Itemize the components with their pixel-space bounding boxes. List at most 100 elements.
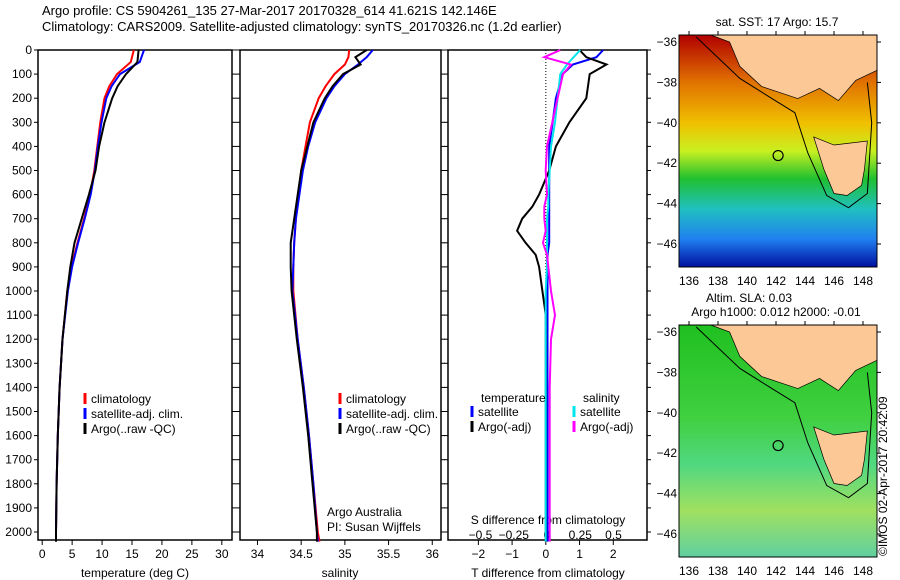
depth-tick-label: 500 xyxy=(12,164,32,178)
temperature-axis-label: temperature (deg C) xyxy=(81,566,189,580)
lat-tick-label: −42 xyxy=(657,156,678,170)
argo-australia-label: Argo Australia xyxy=(327,505,402,519)
lon-tick-label: 144 xyxy=(795,564,815,578)
difference-line-s-argo-adj- xyxy=(541,49,573,542)
depth-tick-label: 1000 xyxy=(5,284,32,298)
depth-tick-label: 1800 xyxy=(5,477,32,491)
lat-tick-label: −42 xyxy=(657,446,678,460)
lon-tick-label: 138 xyxy=(708,274,728,288)
argo-position-marker xyxy=(772,439,784,452)
depth-tick-label: 1900 xyxy=(5,501,32,515)
lat-tick-label: −40 xyxy=(657,116,678,130)
salinity-plot-frame xyxy=(239,49,442,541)
temperature-axis-tick-label: 5 xyxy=(69,547,76,561)
salinity-axis-tick-label: 35.5 xyxy=(377,547,401,561)
lon-tick-label: 142 xyxy=(766,274,786,288)
depth-tick-label: 600 xyxy=(12,188,32,202)
salinity-axis-tick-label: 34 xyxy=(251,547,265,561)
sst-map-title: sat. SST: 17 Argo: 15.7 xyxy=(716,15,839,29)
title-line-1: Argo profile: CS 5904261_135 27-Mar-2017… xyxy=(42,3,497,18)
lon-tick-label: 148 xyxy=(853,274,873,288)
temperature-axis-tick-label: 15 xyxy=(125,547,139,561)
lat-tick-label: −36 xyxy=(657,35,678,49)
temperature-axis-tick-label: 25 xyxy=(185,547,199,561)
temperature-plot-frame xyxy=(37,49,233,541)
salinity-axis-label: salinity xyxy=(322,566,359,580)
lon-tick-label: 142 xyxy=(766,564,786,578)
difference-s-legend-label: Argo(-adj) xyxy=(580,420,633,434)
difference-line-t-satellite xyxy=(546,49,604,542)
salinity-legend-label: satellite-adj. clim. xyxy=(346,407,438,421)
temperature-line-argo xyxy=(55,49,140,542)
depth-tick-label: 1300 xyxy=(5,356,32,370)
depth-tick-label: 100 xyxy=(12,67,32,81)
t-difference-axis-tick-label: 0 xyxy=(542,547,549,561)
lat-tick-label: −38 xyxy=(657,365,678,379)
temperature-axis-tick-label: 30 xyxy=(215,547,229,561)
s-difference-tick-label: 0.5 xyxy=(605,528,622,542)
bathymetry-contour xyxy=(695,36,873,209)
t-difference-axis-tick-label: −2 xyxy=(472,547,486,561)
s-difference-tick-label: −0.25 xyxy=(499,528,530,542)
salinity-axis-tick-label: 36 xyxy=(426,547,440,561)
lat-tick-label: −46 xyxy=(657,237,678,251)
difference-s-legend-label: satellite xyxy=(580,405,621,419)
title-line-2: Climatology: CARS2009. Satellite-adjuste… xyxy=(42,19,562,34)
depth-tick-label: 1500 xyxy=(5,405,32,419)
t-difference-axis-label: T difference from climatology xyxy=(471,566,625,580)
depth-tick-label: 700 xyxy=(12,212,32,226)
sla-map-frame xyxy=(678,324,878,558)
salinity-legend-label: Argo(..raw -QC) xyxy=(346,422,431,436)
salinity-legend-label: climatology xyxy=(346,392,406,406)
lat-tick-label: −44 xyxy=(657,487,678,501)
lon-tick-label: 148 xyxy=(853,564,873,578)
salinity-axis-tick-label: 34.5 xyxy=(289,547,313,561)
depth-tick-label: 1200 xyxy=(5,332,32,346)
legend-title-salinity: salinity xyxy=(583,391,620,405)
salinity-line-satellite-adj xyxy=(291,49,374,542)
temperature-legend-label: Argo(..raw -QC) xyxy=(91,422,176,436)
lon-tick-label: 138 xyxy=(708,564,728,578)
depth-tick-label: 800 xyxy=(12,236,32,250)
lon-tick-label: 140 xyxy=(737,564,757,578)
s-difference-tick-label: 0.25 xyxy=(569,528,593,542)
t-difference-axis-tick-label: −1 xyxy=(505,547,519,561)
salinity-line-argo xyxy=(289,49,368,542)
lon-tick-label: 136 xyxy=(679,274,699,288)
tasmania xyxy=(813,426,868,486)
lon-tick-label: 144 xyxy=(795,274,815,288)
temperature-axis-tick-label: 0 xyxy=(39,547,46,561)
depth-tick-label: 1600 xyxy=(5,429,32,443)
temperature-legend-label: satellite-adj. clim. xyxy=(91,407,183,421)
salinity-line-climatology xyxy=(292,49,351,542)
t-difference-axis-tick-label: 2 xyxy=(610,547,617,561)
argo-position-marker xyxy=(772,149,784,162)
lat-tick-label: −38 xyxy=(657,75,678,89)
depth-tick-label: 1400 xyxy=(5,380,32,394)
depth-tick-label: 200 xyxy=(12,91,32,105)
lat-tick-label: −44 xyxy=(657,197,678,211)
tasmania xyxy=(813,136,868,196)
depth-tick-label: 1100 xyxy=(6,308,32,322)
temperature-axis-tick-label: 10 xyxy=(95,547,109,561)
lon-tick-label: 146 xyxy=(824,274,844,288)
sla-map-title: Altim. SLA: 0.03 xyxy=(706,291,792,305)
lon-tick-label: 136 xyxy=(679,564,699,578)
salinity-axis-tick-label: 35 xyxy=(338,547,352,561)
depth-tick-label: 900 xyxy=(12,260,32,274)
depth-tick-label: 300 xyxy=(12,115,32,129)
lon-tick-label: 140 xyxy=(737,274,757,288)
difference-line-t-argo-adj- xyxy=(515,49,609,542)
legend-title-temperature: temperature xyxy=(481,391,546,405)
depth-tick-label: 1700 xyxy=(5,453,32,467)
sst-map-frame xyxy=(678,34,878,268)
lat-tick-label: −46 xyxy=(657,527,678,541)
sla-map-subtitle: Argo h1000: 0.012 h2000: -0.01 xyxy=(691,305,861,319)
lat-tick-label: −40 xyxy=(657,406,678,420)
lon-tick-label: 146 xyxy=(824,564,844,578)
difference-t-legend-label: satellite xyxy=(478,405,519,419)
depth-tick-label: 2000 xyxy=(5,525,32,539)
s-difference-tick-label: −0.5 xyxy=(469,528,493,542)
